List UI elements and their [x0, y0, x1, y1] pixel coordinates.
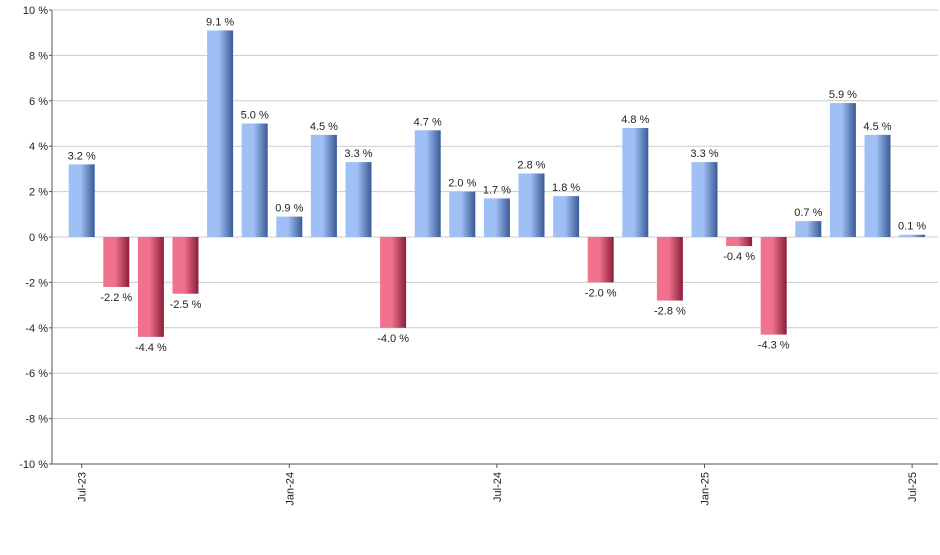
bar [656, 237, 683, 301]
x-tick-label: Jul-23 [77, 472, 89, 502]
bar [207, 30, 234, 238]
y-tick-label: -6 % [25, 368, 48, 380]
y-tick-label: -8 % [25, 414, 48, 426]
bar [760, 237, 787, 335]
bar [380, 237, 407, 328]
bar [68, 164, 95, 237]
bar-value-label: 9.1 % [206, 16, 234, 28]
x-tick-label: Jan-24 [284, 472, 296, 506]
bar-value-label: 1.8 % [552, 182, 580, 194]
bar-value-label: 3.3 % [344, 148, 372, 160]
bar-value-label: 4.5 % [863, 121, 891, 133]
bar-value-label: 0.7 % [794, 207, 822, 219]
bar [276, 216, 303, 237]
bar-value-label: 5.9 % [829, 89, 857, 101]
y-tick-label: 6 % [29, 96, 48, 108]
bar-value-label: -2.5 % [170, 299, 202, 311]
bar-value-label: 0.1 % [898, 221, 926, 233]
y-tick-label: 10 % [23, 5, 48, 17]
x-axis-tick-labels: Jul-23 Jan-24 Jul-24 Jan-25 Jul-25 [77, 472, 919, 506]
bar-value-label: 0.9 % [275, 203, 303, 215]
bar [518, 173, 545, 237]
bar-value-label: -2.8 % [654, 306, 686, 318]
bar [864, 134, 891, 237]
bar-value-label: -4.4 % [135, 342, 167, 354]
bar [795, 221, 822, 237]
bar [622, 128, 649, 237]
bar [899, 234, 926, 237]
bar [691, 162, 718, 237]
x-tick-label: Jul-25 [907, 472, 919, 502]
bar-value-label: 5.0 % [241, 110, 269, 122]
bar [587, 237, 614, 283]
bar-value-label: -2.0 % [585, 287, 617, 299]
x-tick-label: Jul-24 [492, 472, 504, 502]
bar [483, 198, 510, 237]
bar-value-label: 4.7 % [414, 116, 442, 128]
y-tick-label: 0 % [29, 232, 48, 244]
bar [414, 130, 441, 237]
y-axis-tick-labels: 10 % 8 % 6 % 4 % 2 % 0 % -2 % -4 % -6 % -8 % -10 % [19, 5, 48, 471]
bar [829, 103, 856, 237]
bar-value-label: 2.8 % [517, 159, 545, 171]
bar [449, 191, 476, 237]
bar [553, 196, 580, 237]
bar [241, 123, 268, 237]
bar-value-labels: 3.2 % -2.2 % -4.4 % -2.5 % 9.1 % 5.0 % 0.9 % 4.… [68, 16, 927, 353]
y-tick-label: 4 % [29, 141, 48, 153]
y-tick-label: 8 % [29, 50, 48, 62]
bar-value-label: -2.2 % [100, 292, 132, 304]
y-tick-label: -4 % [25, 323, 48, 335]
bar [726, 237, 753, 247]
bar [310, 134, 337, 237]
bar [103, 237, 130, 287]
y-tick-label: 2 % [29, 187, 48, 199]
x-tick-label: Jan-25 [700, 472, 712, 506]
bar-value-label: 3.2 % [68, 150, 96, 162]
bar-value-label: 4.8 % [621, 114, 649, 126]
bar [172, 237, 199, 294]
axes [49, 9, 938, 468]
bar-value-label: 4.5 % [310, 121, 338, 133]
bar-value-label: 3.3 % [690, 148, 718, 160]
bar-value-label: 2.0 % [448, 178, 476, 190]
bar-value-label: 1.7 % [483, 184, 511, 196]
bars [68, 30, 926, 337]
bar-value-label: -4.3 % [758, 340, 790, 352]
bar [345, 162, 372, 237]
bar-value-label: -4.0 % [377, 333, 409, 345]
y-tick-label: -10 % [19, 459, 48, 471]
bar-value-label: -0.4 % [723, 251, 755, 263]
bar [137, 237, 164, 337]
y-tick-label: -2 % [25, 277, 48, 289]
